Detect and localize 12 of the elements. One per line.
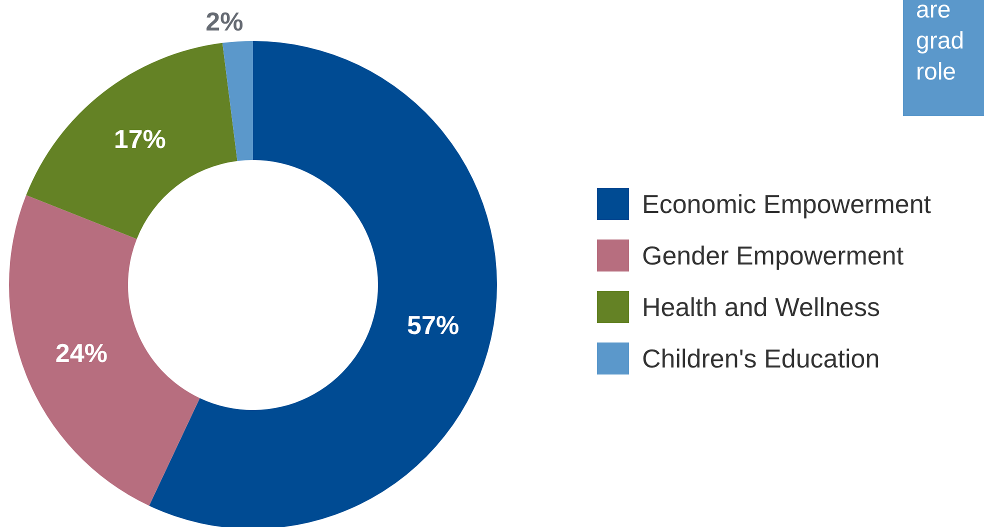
text-card: are grad role [903, 0, 984, 116]
donut-slice [9, 195, 200, 506]
legend-label: Children's Education [642, 344, 880, 374]
data-label: 2% [206, 6, 244, 37]
donut-slice [26, 42, 238, 239]
legend-label: Health and Wellness [642, 292, 880, 322]
donut-slice [222, 41, 253, 161]
legend-label: Gender Empowerment [642, 240, 904, 270]
data-label: 17% [114, 124, 166, 154]
data-label: 24% [55, 338, 108, 368]
legend-label: Economic Empowerment [642, 189, 932, 219]
data-label: 57% [407, 310, 460, 340]
